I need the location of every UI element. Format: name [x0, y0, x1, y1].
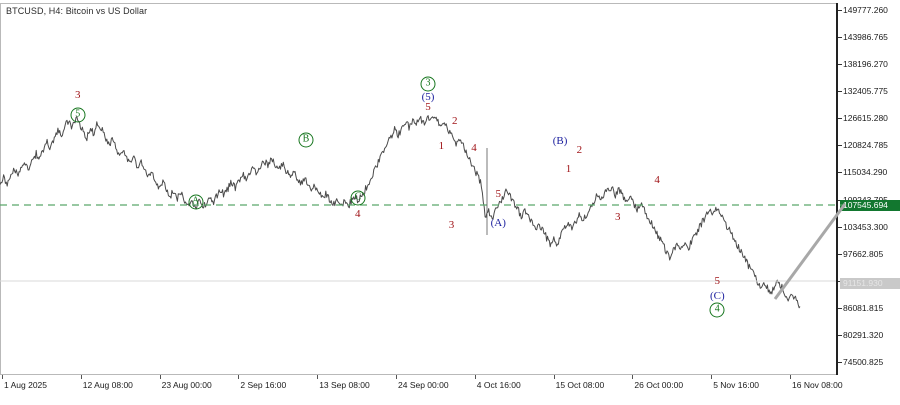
chart-title: BTCUSD, H4: Bitcoin vs US Dollar	[6, 6, 148, 16]
wave-label-a[interactable]: A	[188, 194, 204, 210]
price-axis-label: 120824.785	[843, 140, 888, 151]
price-axis-label: 138196.270	[843, 59, 888, 70]
price-axis-label: 115034.290	[843, 167, 888, 178]
wave-label-3[interactable]: 3	[420, 76, 436, 92]
wave-label-4[interactable]: 4	[471, 142, 477, 155]
wave-label-5[interactable]: 5	[70, 107, 86, 123]
price-axis-label: 97662.805	[843, 248, 884, 259]
current-price-tag: 107545.694	[840, 200, 900, 211]
price-axis-label: 126615.280	[843, 113, 888, 124]
tick-mark	[474, 375, 476, 379]
tick-mark	[838, 118, 842, 120]
circle-badge: 5	[70, 107, 86, 123]
circle-badge: C	[350, 190, 366, 206]
wave-label-2[interactable]: 2	[576, 144, 583, 157]
wave-label-4[interactable]: 4	[709, 302, 725, 318]
tick-mark	[838, 334, 842, 336]
wave-label-4[interactable]: 4	[654, 174, 660, 187]
price-axis-label: 149777.260	[843, 5, 888, 15]
wave-label-b[interactable]: B	[298, 132, 314, 148]
tick-mark	[159, 375, 161, 379]
time-axis-label: 1 Aug 2025	[4, 380, 48, 390]
wave-label-5[interactable]: 5	[714, 274, 721, 287]
tick-mark	[838, 226, 842, 228]
wave-label-3[interactable]: 3	[448, 218, 455, 231]
time-axis-label: 15 Oct 08:00	[555, 380, 605, 390]
price-axis-label: 74500.825	[843, 357, 884, 367]
wave-label-a[interactable]: (A)	[490, 217, 506, 230]
support-price-tag: 91151.930	[840, 277, 900, 289]
tick-mark	[80, 375, 82, 379]
tick-mark	[838, 91, 842, 93]
tick-mark	[838, 64, 842, 66]
tick-mark	[790, 375, 791, 379]
price-axis-label: 80291.320	[843, 329, 884, 340]
price-axis-label: 132405.775	[843, 86, 888, 97]
wave-label-3[interactable]: 3	[74, 89, 81, 102]
wave-label-5[interactable]: (5)	[421, 90, 435, 103]
wave-label-5[interactable]: 5	[425, 101, 431, 114]
tick-mark	[317, 375, 319, 379]
wave-label-4[interactable]: 4	[355, 207, 361, 220]
tick-mark	[711, 375, 713, 379]
time-axis-label: 23 Aug 00:00	[161, 380, 212, 390]
tick-mark	[838, 307, 842, 309]
price-axis-label: 86081.815	[843, 302, 884, 313]
wave-label-c[interactable]: C	[350, 190, 366, 206]
time-axis-label: 24 Sep 00:00	[398, 380, 449, 390]
tick-mark	[2, 375, 3, 379]
time-axis-label: 26 Oct 00:00	[634, 380, 684, 390]
time-axis-label: 12 Aug 08:00	[82, 380, 133, 390]
circle-badge: 4	[709, 302, 725, 318]
wave-label-1[interactable]: 1	[438, 139, 445, 152]
price-axis-label: 109243.795	[843, 195, 888, 205]
price-line	[0, 115, 801, 309]
time-axis-label: 4 Oct 16:00	[476, 380, 521, 390]
circle-badge: B	[298, 132, 314, 148]
tick-mark	[838, 253, 842, 255]
wave-label-5[interactable]: 5	[495, 188, 502, 201]
tick-mark	[238, 375, 240, 379]
circle-badge: 3	[420, 76, 436, 92]
wave-label-b[interactable]: (B)	[552, 135, 568, 148]
wave-label-3[interactable]: 3	[615, 211, 621, 224]
tick-mark	[838, 10, 842, 11]
tick-mark	[838, 145, 842, 147]
tick-mark	[838, 37, 842, 39]
time-axis-label: 5 Nov 16:00	[713, 380, 760, 390]
price-axis-label: 103453.300	[843, 221, 888, 232]
time-axis-label: 16 Nov 08:00	[792, 380, 843, 390]
wave-label-c[interactable]: (C)	[709, 290, 725, 303]
tick-mark	[838, 362, 842, 363]
price-axis[interactable]: 149777.260 143986.765 138196.270 132405.775…	[836, 3, 900, 375]
tick-mark	[632, 375, 634, 379]
tick-mark	[396, 375, 397, 379]
wave-label-2[interactable]: 2	[452, 115, 458, 128]
time-axis-label: 2 Sep 16:00	[240, 380, 287, 390]
tick-mark	[838, 172, 842, 174]
time-axis-label: 13 Sep 08:00	[319, 380, 370, 390]
tick-mark	[553, 375, 555, 379]
price-axis-label: 143986.765	[843, 32, 888, 43]
plot-area[interactable]	[0, 3, 836, 375]
wave-label-1[interactable]: 1	[565, 162, 572, 175]
time-axis[interactable]: 1 Aug 2025 12 Aug 08:00 23 Aug 00:00 2 Sep …	[0, 375, 843, 405]
forecast-arrow[interactable]	[773, 203, 847, 300]
circle-badge: A	[188, 194, 204, 210]
